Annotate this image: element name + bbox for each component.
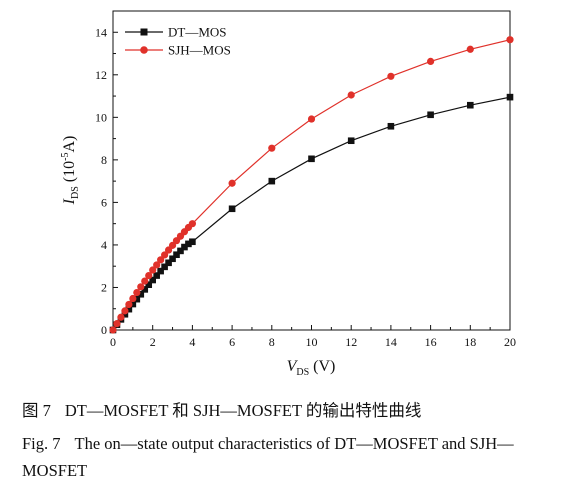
x-tick-label: 12 [345, 335, 357, 349]
data-point-sjh-mos [307, 115, 316, 123]
chart: 0 2 4 6 8 10 12 14 16 18 20 0 2 4 6 8 10 12 14 DT—MOS SJH… [60, 10, 516, 378]
data-point-dt-mos [133, 295, 141, 303]
data-point-sjh-mos [188, 220, 196, 228]
x-axis: 0 2 4 6 8 10 12 14 16 18 20 [110, 325, 516, 349]
x-tick-label: 14 [385, 335, 397, 349]
x-tick-label: 16 [425, 335, 437, 349]
data-point-dt-mos [173, 251, 180, 259]
y-tick-label: 2 [101, 280, 107, 294]
data-point-dt-mos [185, 240, 192, 248]
legend-label-dt-mos: DT—MOS [168, 25, 227, 40]
data-point-sjh-mos [109, 326, 117, 334]
data-point-dt-mos [189, 238, 196, 246]
caption-en-text: The on—state output characteristics of D… [22, 434, 514, 480]
x-axis-title: VDS (V) [287, 358, 336, 378]
legend-marker-dt-mos [140, 28, 148, 36]
y-tick-label: 12 [95, 68, 107, 82]
y-tick-label: 6 [101, 195, 107, 209]
data-point-sjh-mos [164, 246, 173, 254]
data-point-sjh-mos [387, 72, 395, 80]
data-point-sjh-mos [228, 179, 236, 187]
x-tick-label: 8 [269, 335, 275, 349]
data-point-dt-mos [141, 286, 149, 293]
x-tick-label: 10 [306, 335, 318, 349]
data-point-dt-mos [506, 93, 514, 101]
data-point-dt-mos [181, 243, 188, 251]
y-axis-title: IDS (10-5A) [60, 136, 81, 206]
data-point-dt-mos [149, 276, 156, 284]
data-point-dt-mos [268, 177, 276, 185]
legend-entry-sjh-mos: SJH—MOS [125, 43, 231, 58]
data-point-dt-mos [387, 122, 395, 130]
data-point-sjh-mos [157, 256, 165, 264]
caption-cn-text: DT—MOSFET 和 SJH—MOSFET 的输出特性曲线 [64, 401, 422, 420]
data-point-sjh-mos [161, 251, 169, 259]
x-tick-label: 18 [464, 335, 476, 349]
x-tick-label: 4 [189, 335, 195, 349]
data-point-dt-mos [137, 290, 145, 298]
y-tick-label: 0 [101, 323, 107, 337]
data-point-dt-mos [125, 305, 133, 313]
data-point-sjh-mos [153, 261, 161, 269]
y-tick-label: 10 [95, 110, 107, 124]
legend: DT—MOS SJH—MOS [125, 25, 231, 58]
series-layer [109, 36, 514, 334]
x-tick-label: 20 [504, 335, 516, 349]
x-tick-label: 2 [150, 335, 156, 349]
data-point-sjh-mos [506, 36, 514, 44]
series-dt-mos [109, 93, 514, 334]
data-point-sjh-mos [268, 144, 276, 152]
data-point-dt-mos [169, 255, 176, 263]
series-sjh-mos [109, 36, 514, 334]
plot-frame [112, 10, 511, 331]
y-tick-label: 8 [101, 153, 107, 167]
data-point-sjh-mos [427, 57, 435, 66]
y-tick-label: 4 [101, 238, 107, 252]
y-axis: 0 2 4 6 8 10 12 14 [95, 25, 118, 337]
x-tick-label: 6 [229, 335, 235, 349]
data-point-dt-mos [427, 111, 434, 119]
data-point-sjh-mos [117, 313, 125, 321]
data-point-dt-mos [161, 263, 168, 271]
caption-en-figure-number: Fig. 7 [22, 434, 61, 453]
series-line-sjh-mos [112, 39, 511, 331]
data-point-sjh-mos [113, 320, 121, 328]
x-tick-label: 0 [110, 335, 116, 349]
data-point-dt-mos [308, 155, 315, 163]
data-point-dt-mos [129, 300, 137, 308]
caption-english: Fig. 7 The on—state output characteristic… [22, 430, 574, 484]
data-point-sjh-mos [129, 294, 137, 303]
y-tick-label: 14 [95, 25, 107, 39]
data-point-sjh-mos [149, 266, 157, 274]
data-point-sjh-mos [133, 288, 141, 297]
data-point-sjh-mos [168, 241, 177, 249]
legend-marker-sjh-mos [140, 46, 148, 54]
legend-label-sjh-mos: SJH—MOS [168, 43, 231, 58]
data-point-sjh-mos [125, 300, 133, 309]
data-point-dt-mos [145, 281, 153, 289]
data-point-dt-mos [347, 137, 355, 145]
data-point-dt-mos [467, 101, 474, 109]
caption-chinese: 图 7 DT—MOSFET 和 SJH—MOSFET 的输出特性曲线 [22, 397, 574, 424]
data-point-dt-mos [228, 205, 236, 213]
data-point-sjh-mos [137, 283, 145, 291]
data-point-dt-mos [165, 259, 172, 267]
legend-entry-dt-mos: DT—MOS [125, 25, 227, 40]
series-line-dt-mos [112, 96, 511, 331]
data-point-sjh-mos [141, 277, 149, 285]
data-point-sjh-mos [347, 91, 355, 99]
data-point-sjh-mos [121, 307, 129, 315]
data-point-sjh-mos [466, 45, 474, 53]
caption-cn-figure-number: 图 7 [22, 401, 51, 420]
data-point-sjh-mos [145, 271, 153, 280]
data-point-dt-mos [153, 272, 160, 279]
data-point-dt-mos [157, 267, 164, 275]
data-point-dt-mos [177, 247, 184, 255]
